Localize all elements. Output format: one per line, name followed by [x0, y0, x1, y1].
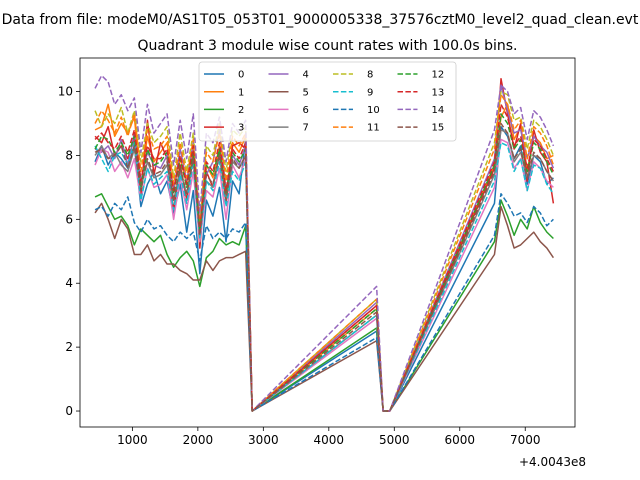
series-line-6 — [94, 138, 554, 412]
series-line-12 — [94, 113, 555, 412]
y-axis-ticks: 0 2 4 6 8 10 — [58, 85, 80, 418]
axes-border — [79, 57, 576, 428]
legend-box — [198, 61, 457, 142]
legend-label-6: 6 — [303, 105, 309, 116]
x-tick-label: 3000 — [248, 433, 279, 447]
y-tick-label: 6 — [65, 212, 73, 226]
x-tick-label: 2000 — [183, 433, 214, 447]
legend-label-15: 15 — [432, 123, 445, 134]
legend-label-8: 8 — [367, 70, 373, 81]
chart-title: Quadrant 3 module wise count rates with … — [138, 38, 518, 54]
figure-title: Data from file: modeM0/AS1T05_053T01_900… — [2, 12, 639, 28]
series-line-2 — [94, 193, 554, 412]
series-line-9 — [94, 141, 555, 412]
x-axis-ticks: 1000 2000 3000 4000 5000 6000 7000 — [117, 427, 541, 447]
y-tick-label: 2 — [65, 340, 73, 354]
plot-lines — [94, 74, 555, 412]
y-tick-label: 10 — [58, 85, 73, 99]
legend-label-11: 11 — [367, 123, 380, 134]
x-offset-label: +4.0043e8 — [519, 455, 586, 469]
series-line-5 — [94, 202, 555, 412]
legend-label-12: 12 — [432, 70, 445, 81]
legend-label-14: 14 — [432, 105, 445, 116]
x-tick-label: 5000 — [379, 433, 410, 447]
legend-label-1: 1 — [238, 87, 244, 98]
legend-label-3: 3 — [238, 123, 244, 134]
legend-label-2: 2 — [238, 105, 244, 116]
x-tick-label: 1000 — [117, 433, 148, 447]
series-line-13 — [94, 103, 555, 412]
x-tick-label: 4000 — [314, 433, 345, 447]
legend-label-5: 5 — [303, 87, 309, 98]
series-line-10 — [94, 193, 554, 412]
axes-frame — [79, 57, 576, 428]
legend-label-9: 9 — [367, 87, 373, 98]
series-line-15 — [94, 122, 555, 412]
legend-label-4: 4 — [303, 70, 309, 81]
x-tick-label: 6000 — [444, 433, 475, 447]
legend-label-10: 10 — [367, 105, 380, 116]
y-tick-label: 8 — [65, 148, 73, 162]
y-tick-label: 0 — [65, 404, 73, 418]
series-line-14 — [94, 74, 555, 412]
y-tick-label: 4 — [65, 276, 73, 290]
legend-label-13: 13 — [432, 87, 445, 98]
series-line-11 — [94, 93, 555, 412]
x-tick-label: 7000 — [510, 433, 541, 447]
legend-label-7: 7 — [303, 123, 309, 134]
legend-label-0: 0 — [238, 70, 244, 81]
